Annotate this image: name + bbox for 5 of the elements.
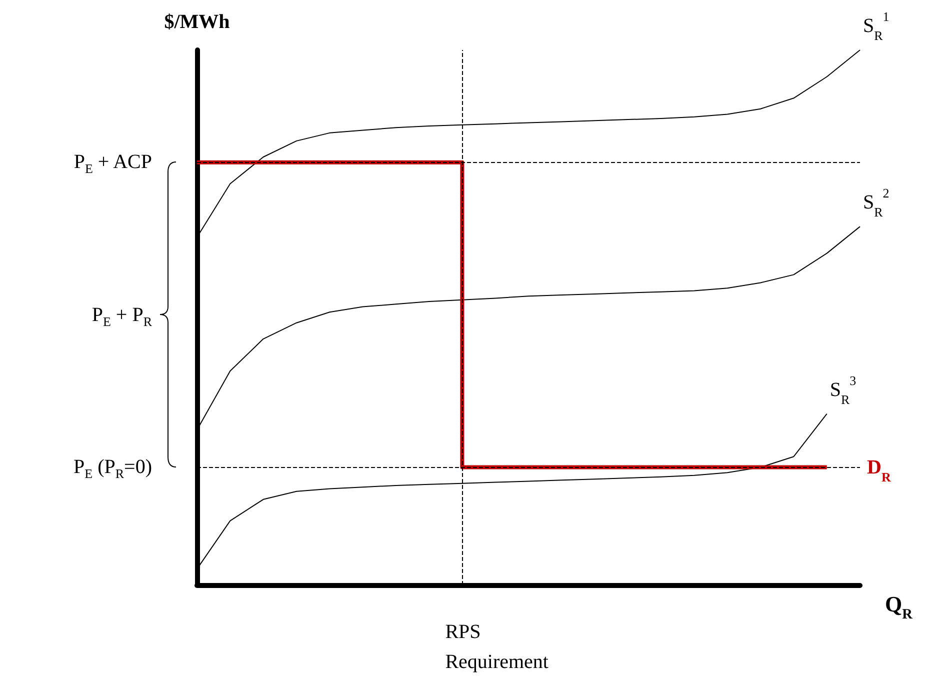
text: P$_{E}$ + P$_{R}$ <box>92 302 152 331</box>
text: P$_{E}$ (P$_{R}$=0) <box>74 455 152 484</box>
y-axis-title: $/MWh <box>164 11 230 33</box>
text: P$_{E}$ + ACP <box>74 150 152 178</box>
text: RPS Requirement <box>445 620 550 675</box>
